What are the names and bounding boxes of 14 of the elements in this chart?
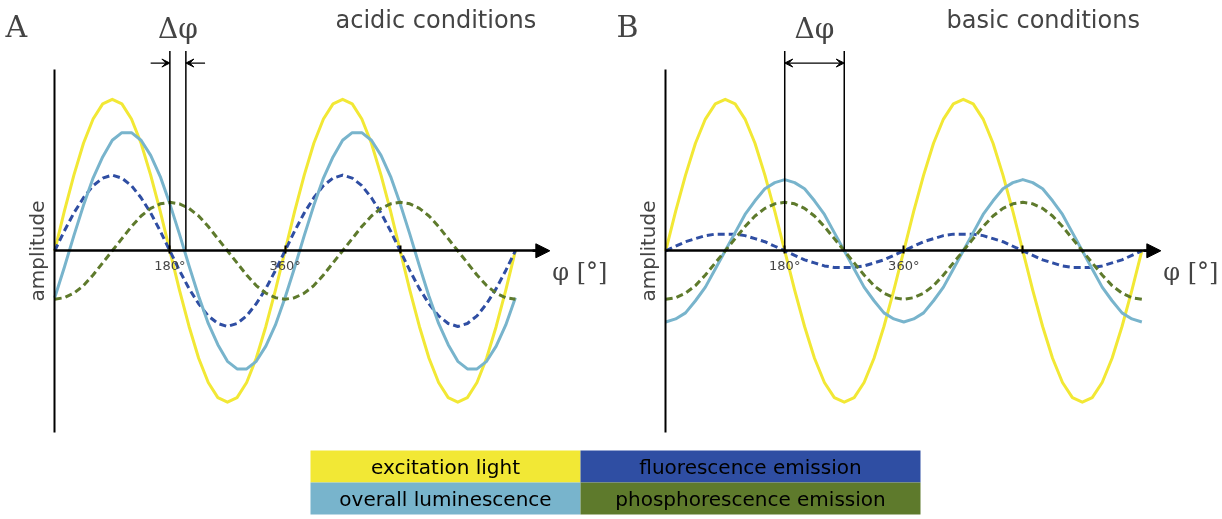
x-axis-title: φ [°] — [552, 258, 608, 287]
chart-title: basic conditions — [946, 5, 1140, 34]
text: Δφ — [794, 11, 835, 45]
text: phosphorescence emission — [615, 486, 886, 511]
text: A — [4, 8, 28, 44]
chart-title: acidic conditions — [335, 5, 537, 34]
y-axis-title: amplitude — [635, 200, 660, 302]
y-axis-title: amplitude — [24, 200, 49, 302]
x-axis-title: φ [°] — [1163, 258, 1219, 287]
text: fluorescence emission — [639, 454, 862, 479]
text: excitation light — [370, 454, 521, 479]
text: overall luminescence — [339, 486, 552, 511]
text: Δφ — [157, 11, 198, 45]
text: B — [616, 8, 639, 44]
